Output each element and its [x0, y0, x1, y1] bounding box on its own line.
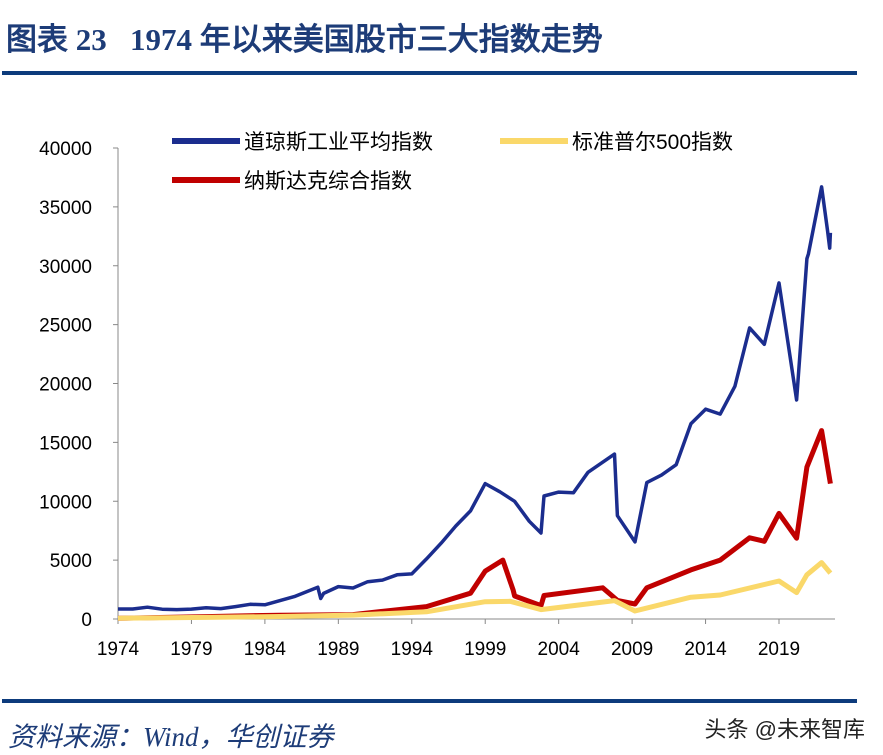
y-tick-label: 5000: [50, 551, 92, 572]
x-tick-label: 2019: [758, 639, 800, 660]
x-tick-label: 2009: [611, 639, 653, 660]
y-tick-label: 30000: [39, 257, 92, 278]
x-tick-label: 1994: [391, 639, 434, 660]
title-rule: [2, 71, 857, 75]
axes: 0 5000 10000 15000 20000 25000 30000 35000 40000…: [39, 139, 835, 660]
x-tick-label: 1984: [244, 639, 287, 660]
y-tick-label: 0: [81, 610, 92, 631]
series-line-0: [118, 185, 833, 612]
series-line-1: [117, 560, 833, 621]
series-lines: [117, 185, 833, 621]
y-tick-label: 10000: [39, 492, 92, 513]
x-tick-label: 2014: [684, 639, 727, 660]
footer-rule: [2, 699, 857, 703]
y-tick-label: 25000: [39, 316, 92, 337]
legend-label-1: 标准普尔500指数: [572, 131, 733, 154]
x-tick-label: 1974: [97, 639, 140, 660]
x-tick-label: 2004: [538, 639, 581, 660]
x-tick-label: 1999: [464, 639, 506, 660]
source-note: 资料来源：Wind，华创证券: [8, 722, 334, 752]
y-tick-label: 15000: [39, 433, 92, 454]
x-tick-label: 1979: [170, 639, 212, 660]
y-tick-label: 40000: [39, 139, 92, 160]
y-tick-label: 20000: [39, 375, 92, 396]
figure-title: 图表 23 1974 年以来美国股市三大指数走势: [6, 22, 603, 57]
series-line-2: [117, 428, 833, 621]
y-tick-label: 35000: [39, 198, 92, 219]
watermark: 头条 @未来智库: [704, 717, 865, 742]
legend-label-0: 道琼斯工业平均指数: [244, 131, 433, 154]
x-tick-label: 1989: [317, 639, 359, 660]
legend-label-2: 纳斯达克综合指数: [244, 170, 412, 193]
line-chart: 0 5000 10000 15000 20000 25000 30000 35000 40000…: [39, 131, 835, 660]
